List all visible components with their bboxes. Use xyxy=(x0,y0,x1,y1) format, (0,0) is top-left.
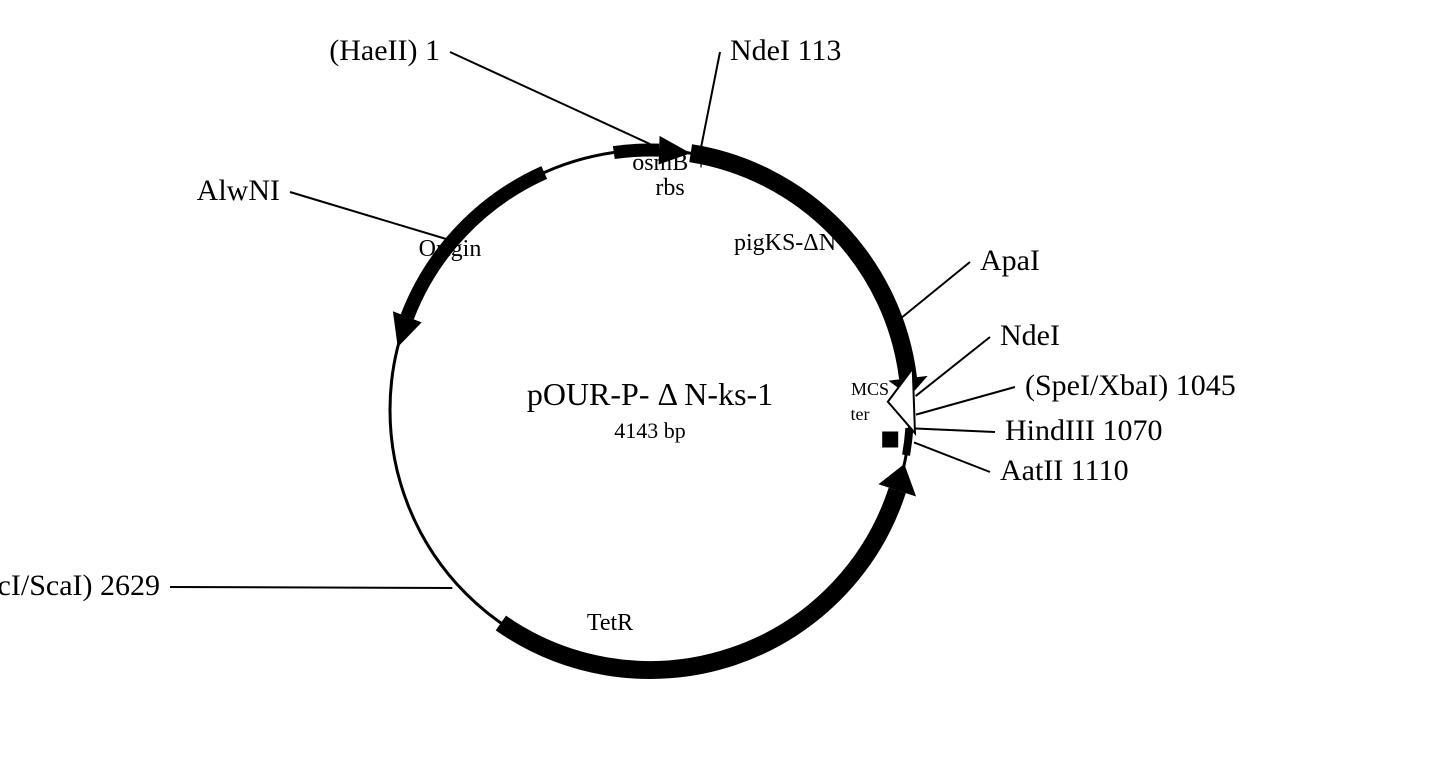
site-leader-alwni xyxy=(290,192,446,239)
feature-label-osmb: osmB +rbs xyxy=(632,150,708,201)
site-leader-aatii xyxy=(914,442,990,472)
site-leader-spei_xbai xyxy=(916,387,1015,415)
plasmid-size: 4143 bp xyxy=(614,418,686,443)
feature-label-pigks: pigKS-ΔN xyxy=(734,230,836,256)
plasmid-svg: pOUR-P- Δ N-ks-1 4143 bp pigKS-ΔN TetR Origi… xyxy=(0,0,1450,768)
site-leader-hindiii xyxy=(915,429,995,432)
feature-label-mcs: MCS xyxy=(851,379,889,399)
site-label-msci_scai: (MscI/ScaI) 2629 xyxy=(0,569,160,602)
feature-label-origin: Origin xyxy=(419,236,482,262)
feature-ter-block xyxy=(882,431,898,447)
site-label-apai: ApaI xyxy=(980,244,1040,277)
site-label-ndei113: NdeI 113 xyxy=(730,34,841,67)
site-label-hindiii: HindIII 1070 xyxy=(1005,414,1162,447)
feature-label-ter: ter xyxy=(851,404,870,424)
site-leader-msci_scai xyxy=(170,587,452,588)
plasmid-name: pOUR-P- Δ N-ks-1 xyxy=(527,376,773,412)
site-label-ndei_mcs: NdeI xyxy=(1000,319,1060,352)
feature-label-tetr: TetR xyxy=(587,610,633,636)
feature-ter xyxy=(906,428,909,455)
feature-tetr xyxy=(501,490,897,670)
site-label-spei_xbai: (SpeI/XbaI) 1045 xyxy=(1025,369,1236,402)
site-label-alwni: AlwNI xyxy=(197,174,280,207)
site-leader-apai xyxy=(900,262,970,319)
site-leader-haeii xyxy=(450,52,650,144)
feature-pigks xyxy=(691,153,908,378)
site-leader-ndei113 xyxy=(701,52,720,149)
plasmid-map: pOUR-P- Δ N-ks-1 4143 bp pigKS-ΔN TetR Origi… xyxy=(0,0,1450,768)
site-label-haeii: (HaeII) 1 xyxy=(329,34,440,67)
site-label-aatii: AatII 1110 xyxy=(1000,454,1129,487)
site-leader-ndei_mcs xyxy=(916,337,990,396)
